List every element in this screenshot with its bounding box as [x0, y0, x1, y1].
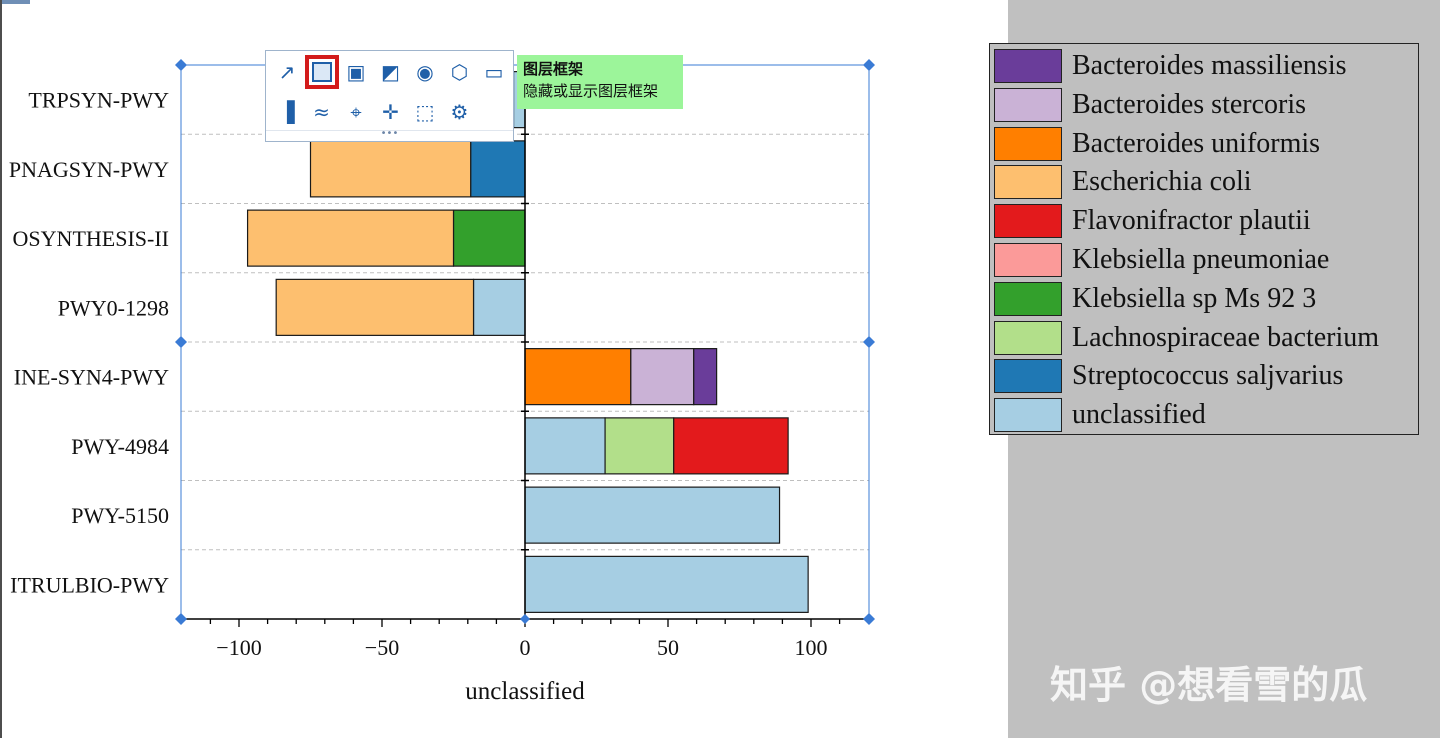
legend-swatch	[994, 87, 1062, 122]
bar-chart[interactable]: −100 −50 0 50 100 unclassified TRPSYN-PWY PNAGS…	[0, 0, 1008, 738]
hide-plot-icon[interactable]: ≈	[313, 100, 330, 124]
legend-swatch	[994, 359, 1062, 394]
x-tick-label: −100	[216, 635, 261, 660]
rescale-icon[interactable]: ⌖	[350, 100, 362, 124]
bar-segment[interactable]	[524, 555, 809, 613]
layer-content-icon[interactable]: ▣	[346, 60, 366, 84]
resize-handle[interactable]	[863, 59, 875, 71]
gear-icon[interactable]: ⚙	[450, 100, 469, 124]
bar-segment[interactable]	[472, 278, 526, 336]
bar-segment[interactable]	[275, 278, 475, 336]
chart-legend[interactable]: Bacteroides massiliensis Bacteroides ster…	[989, 43, 1419, 435]
legend-item[interactable]: Klebsiella pneumoniae	[994, 242, 1418, 278]
legend-label: Flavonifractor plautii	[1072, 205, 1311, 237]
toolbar-grip[interactable]: •••	[266, 129, 513, 141]
bar-segment[interactable]	[630, 348, 695, 406]
legend-label: Bacteroides stercoris	[1072, 88, 1307, 120]
bar-segment[interactable]	[452, 209, 526, 267]
move-axis-icon[interactable]: ✛	[382, 100, 399, 124]
legend-label: unclassified	[1072, 399, 1206, 431]
tooltip-description: 隐藏或显示图层框架	[523, 82, 659, 100]
axis-icon[interactable]: ↗	[278, 60, 296, 84]
select-icon[interactable]: ⬚	[415, 100, 435, 124]
legend-item[interactable]: Bacteroides massiliensis	[994, 48, 1418, 84]
bar-segment[interactable]	[693, 348, 718, 406]
tooltip: 图层框架 隐藏或显示图层框架	[517, 55, 683, 109]
resize-handle[interactable]	[175, 336, 187, 348]
resize-handle[interactable]	[863, 613, 875, 625]
legend-label: Streptococcus saljvarius	[1072, 360, 1344, 392]
legend-item[interactable]: Streptococcus saljvarius	[994, 358, 1418, 394]
legend-swatch	[994, 165, 1062, 200]
legend-swatch	[994, 281, 1062, 316]
legend-item[interactable]: Bacteroides stercoris	[994, 87, 1418, 123]
category-label: PWY0-1298	[58, 295, 169, 320]
legend-item[interactable]: Flavonifractor plautii	[994, 203, 1418, 239]
legend-label: Lachnospiraceae bacterium	[1072, 321, 1380, 353]
legend-item[interactable]: Klebsiella sp Ms 92 3	[994, 281, 1418, 317]
fill-icon[interactable]: ◩	[381, 60, 400, 84]
category-label: PNAGSYN-PWY	[9, 157, 169, 182]
legend-label: Escherichia coli	[1072, 166, 1252, 198]
layer-frame-icon[interactable]	[304, 55, 339, 89]
resize-handle[interactable]	[175, 59, 187, 71]
category-label: INE-SYN4-PWY	[14, 365, 169, 390]
category-label: OSYNTHESIS-II	[13, 226, 169, 251]
bar-segment[interactable]	[673, 417, 789, 475]
legend-item[interactable]: Lachnospiraceae bacterium	[994, 320, 1418, 356]
legend-swatch	[994, 320, 1062, 355]
bar-segment[interactable]	[524, 486, 781, 544]
x-tick-label: 0	[520, 635, 531, 660]
legend-swatch	[994, 243, 1062, 277]
x-tick-label: −50	[365, 635, 399, 660]
legend-item[interactable]: unclassified	[994, 397, 1418, 433]
legend-swatch	[994, 204, 1062, 239]
x-tick-label: 50	[657, 635, 679, 660]
category-label: PWY-4984	[71, 434, 169, 459]
category-label: ITRULBIO-PWY	[10, 572, 169, 597]
resize-handle[interactable]	[175, 613, 187, 625]
legend-label: Bacteroides uniformis	[1072, 127, 1321, 159]
bar-segment[interactable]	[470, 140, 526, 198]
visibility-icon[interactable]: ◉	[416, 60, 434, 84]
legend-swatch	[994, 49, 1062, 83]
bar-segment[interactable]	[309, 140, 472, 198]
resize-handle[interactable]	[863, 336, 875, 348]
x-tick-label: 100	[795, 635, 828, 660]
layer-frame-glyph	[311, 62, 332, 82]
x-axis-title: unclassified	[465, 678, 585, 705]
legend-item[interactable]: Bacteroides uniformis	[994, 126, 1418, 162]
category-label: TRPSYN-PWY	[28, 88, 169, 113]
legend-label: Klebsiella pneumoniae	[1072, 244, 1330, 275]
legend-swatch	[994, 398, 1062, 433]
legend-item[interactable]: Escherichia coli	[994, 164, 1418, 200]
mini-toolbar[interactable]: ••• ↗ ▣ ◩ ◉ ⬡ ▭ ▐ ≈ ⌖ ✛ ⬚ ⚙	[265, 50, 514, 142]
watermark: 知乎 @想看雪的瓜	[1050, 663, 1368, 707]
text-box-icon[interactable]: ▭	[484, 60, 504, 84]
cube-icon[interactable]: ⬡	[450, 60, 469, 84]
bar-segment[interactable]	[524, 348, 632, 406]
resize-handle[interactable]	[520, 614, 530, 624]
category-label: PWY-5150	[71, 503, 169, 528]
bar-segment[interactable]	[524, 417, 606, 475]
bar-plot-icon[interactable]: ▐	[279, 100, 295, 124]
legend-swatch	[994, 126, 1062, 161]
page-corner-marker	[0, 0, 30, 4]
page-left-edge	[0, 0, 2, 738]
legend-label: Klebsiella sp Ms 92 3	[1072, 282, 1317, 314]
bar-segment[interactable]	[604, 417, 675, 475]
legend-label: Bacteroides massiliensis	[1072, 50, 1347, 81]
bar-segment[interactable]	[246, 209, 455, 267]
tooltip-title: 图层框架	[523, 60, 584, 78]
